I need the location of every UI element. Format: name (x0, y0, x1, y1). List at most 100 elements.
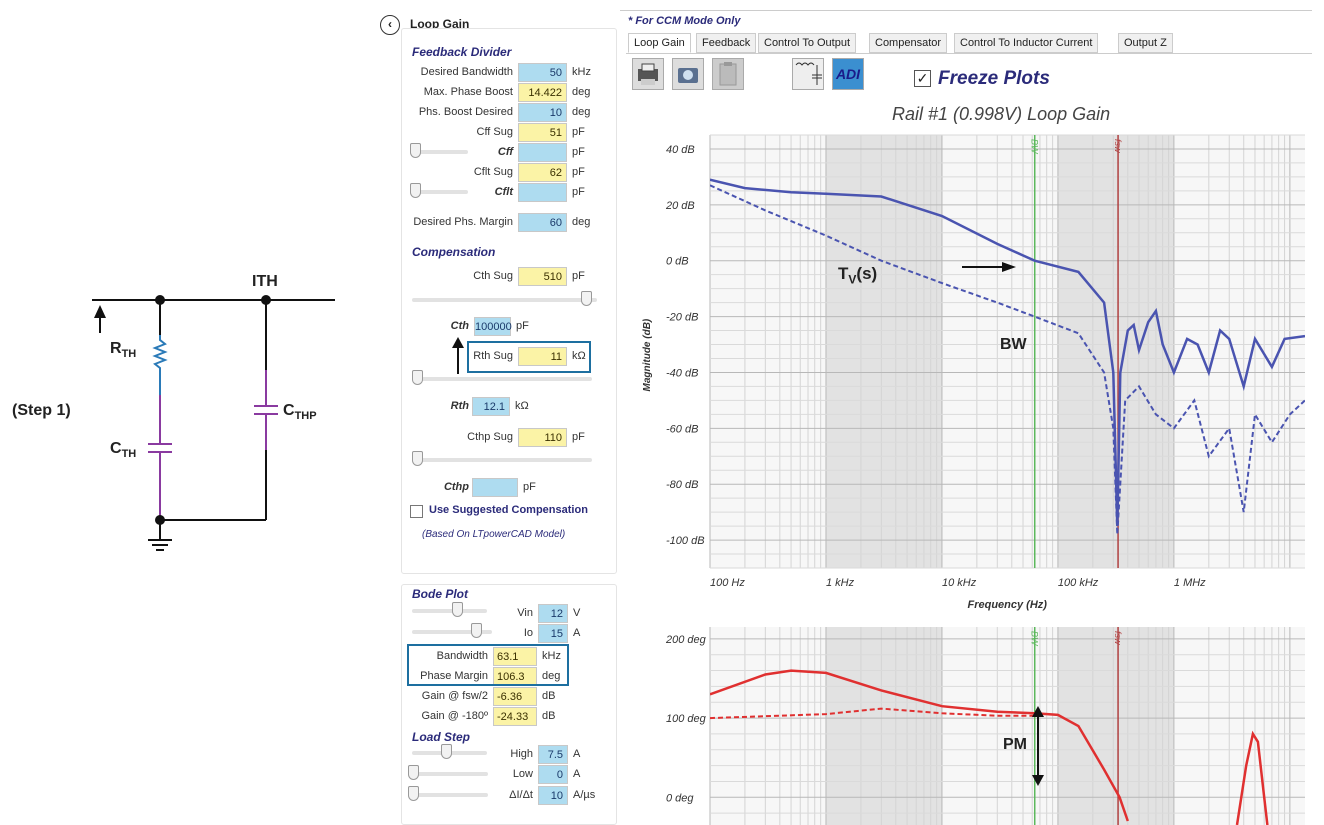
model-note: (Based On LTpowerCAD Model) (422, 529, 566, 540)
io-input[interactable]: 15 (538, 624, 568, 643)
gain-180-label: Gain @ -180º (421, 710, 488, 722)
phase-margin-unit: deg (542, 670, 561, 682)
capacitor-cth (148, 395, 172, 520)
cff-sug-unit: pF (572, 126, 585, 138)
high-slider[interactable] (412, 744, 487, 759)
tab-output-z[interactable]: Output Z (1118, 33, 1173, 53)
cthp-sug-unit: pF (572, 431, 585, 443)
desired-bandwidth-input[interactable]: 50 (518, 63, 567, 82)
screenshot-button[interactable] (672, 58, 704, 90)
cff-input[interactable] (518, 143, 567, 162)
phs-boost-desired-input[interactable]: 10 (518, 103, 567, 122)
gain-fsw-2-unit: dB (542, 690, 556, 702)
cth-slider[interactable] (412, 291, 597, 306)
rth-slider[interactable] (412, 370, 592, 385)
gain-fsw-2-input[interactable]: -6.36 (493, 687, 537, 706)
rth-input[interactable]: 12.1 (472, 397, 510, 416)
adi-logo-icon[interactable]: ADI (832, 58, 864, 90)
i-t-input[interactable]: 10 (538, 786, 568, 805)
cthp-slider[interactable] (412, 451, 592, 466)
cth-slider-thumb[interactable] (580, 291, 592, 306)
slew-slider[interactable] (408, 786, 488, 801)
y-tick-label: 0 deg (666, 792, 694, 804)
cthp-slider-thumb[interactable] (412, 451, 423, 466)
tab-compensator[interactable]: Compensator (869, 33, 948, 53)
ith-label: ITH (252, 273, 278, 290)
tab-loop-gain[interactable]: Loop Gain (628, 33, 691, 53)
cflt-slider[interactable] (410, 183, 468, 198)
slew-slider-thumb[interactable] (408, 786, 419, 801)
low-unit: A (573, 768, 581, 780)
cff-sug-input[interactable]: 51 (518, 123, 567, 142)
series-phase-frozen- (710, 669, 1129, 822)
plot-area (710, 627, 1305, 825)
tab-control-to-output[interactable]: Control To Output (758, 33, 857, 53)
io-slider-thumb[interactable] (470, 623, 482, 638)
collapse-button[interactable]: ‹ (380, 15, 400, 35)
max-phase-boost-input[interactable]: 14.422 (518, 83, 567, 102)
panel-title: Loop Gain (410, 17, 470, 31)
cflt-slider-thumb[interactable] (410, 183, 421, 198)
cth-sug-input[interactable]: 510 (518, 267, 567, 286)
high-slider-thumb[interactable] (440, 744, 452, 759)
y-tick-label: 40 dB (666, 144, 695, 156)
freeze-plots-checkbox[interactable]: ✓ (914, 70, 931, 87)
cflt-sug-input[interactable]: 62 (518, 163, 567, 182)
use-suggested-checkbox[interactable] (410, 505, 423, 518)
high-label: High (510, 748, 533, 760)
up-arrow-icon (452, 337, 464, 374)
circuit-button[interactable] (792, 58, 824, 90)
rth-sug-input[interactable]: 11 (518, 347, 567, 366)
cthp-sug-input[interactable]: 110 (518, 428, 567, 447)
cflt-input[interactable] (518, 183, 567, 202)
y-tick-label: -80 dB (666, 479, 698, 491)
vin-slider-thumb[interactable] (451, 602, 463, 617)
tv-annotation: TV(s) (838, 264, 878, 287)
high-input[interactable]: 7.5 (538, 745, 568, 764)
circuit-icon (795, 62, 822, 85)
freeze-plots-label[interactable]: Freeze Plots (938, 68, 1050, 89)
bandwidth-input[interactable]: 63.1 (493, 647, 537, 666)
use-suggested-label[interactable]: Use Suggested Compensation (429, 504, 588, 516)
cff-unit: pF (572, 146, 585, 158)
x-axis-label: Frequency (Hz) (968, 599, 1048, 611)
tab-control-to-inductor-current[interactable]: Control To Inductor Current (954, 33, 1099, 53)
step-label: (Step 1) (12, 402, 71, 419)
phase-chart: BW fsw 200 deg 100 deg 0 deg (665, 627, 1305, 825)
x-tick-label: 1 MHz (1174, 577, 1206, 589)
clipboard-button[interactable] (712, 58, 744, 90)
cth-input[interactable]: 100000 (474, 317, 512, 336)
x-tick-label: 100 kHz (1058, 577, 1099, 589)
print-icon (638, 63, 658, 85)
clipboard-icon (719, 62, 737, 86)
print-button[interactable] (632, 58, 664, 90)
phase-margin-input[interactable]: 106.3 (493, 667, 537, 686)
desired-phs-margin-input[interactable]: 60 (518, 213, 567, 232)
desired-phs-margin-unit: deg (572, 216, 591, 228)
high-unit: A (573, 748, 581, 760)
shaded-decade (825, 135, 942, 568)
cff-slider-thumb[interactable] (410, 143, 421, 158)
low-input[interactable]: 0 (538, 765, 568, 784)
pm-annotation: PM (1003, 736, 1027, 753)
io-slider[interactable] (412, 623, 492, 638)
desired-bandwidth-unit: kHz (572, 66, 591, 78)
plot-area (710, 135, 1305, 568)
cth-label: CTH (110, 440, 137, 461)
camera-icon (678, 68, 698, 83)
low-slider[interactable] (408, 765, 488, 780)
cth-sug-unit: pF (572, 270, 585, 282)
cthp-input[interactable] (472, 478, 518, 497)
tab-feedback[interactable]: Feedback (696, 33, 757, 53)
low-slider-thumb[interactable] (408, 765, 419, 780)
vin-slider[interactable] (412, 602, 487, 617)
shaded-decade (1057, 627, 1174, 825)
cth-unit: pF (516, 320, 529, 332)
cff-slider[interactable] (410, 143, 468, 158)
gain-180-input[interactable]: -24.33 (493, 707, 537, 726)
marker-label-fsw: fsw (1113, 631, 1123, 645)
rth-slider-thumb[interactable] (412, 370, 423, 385)
cflt-sug-label: Cflt Sug (473, 166, 513, 178)
i-t-unit: A/µs (573, 789, 596, 801)
vin-input[interactable]: 12 (538, 604, 568, 623)
